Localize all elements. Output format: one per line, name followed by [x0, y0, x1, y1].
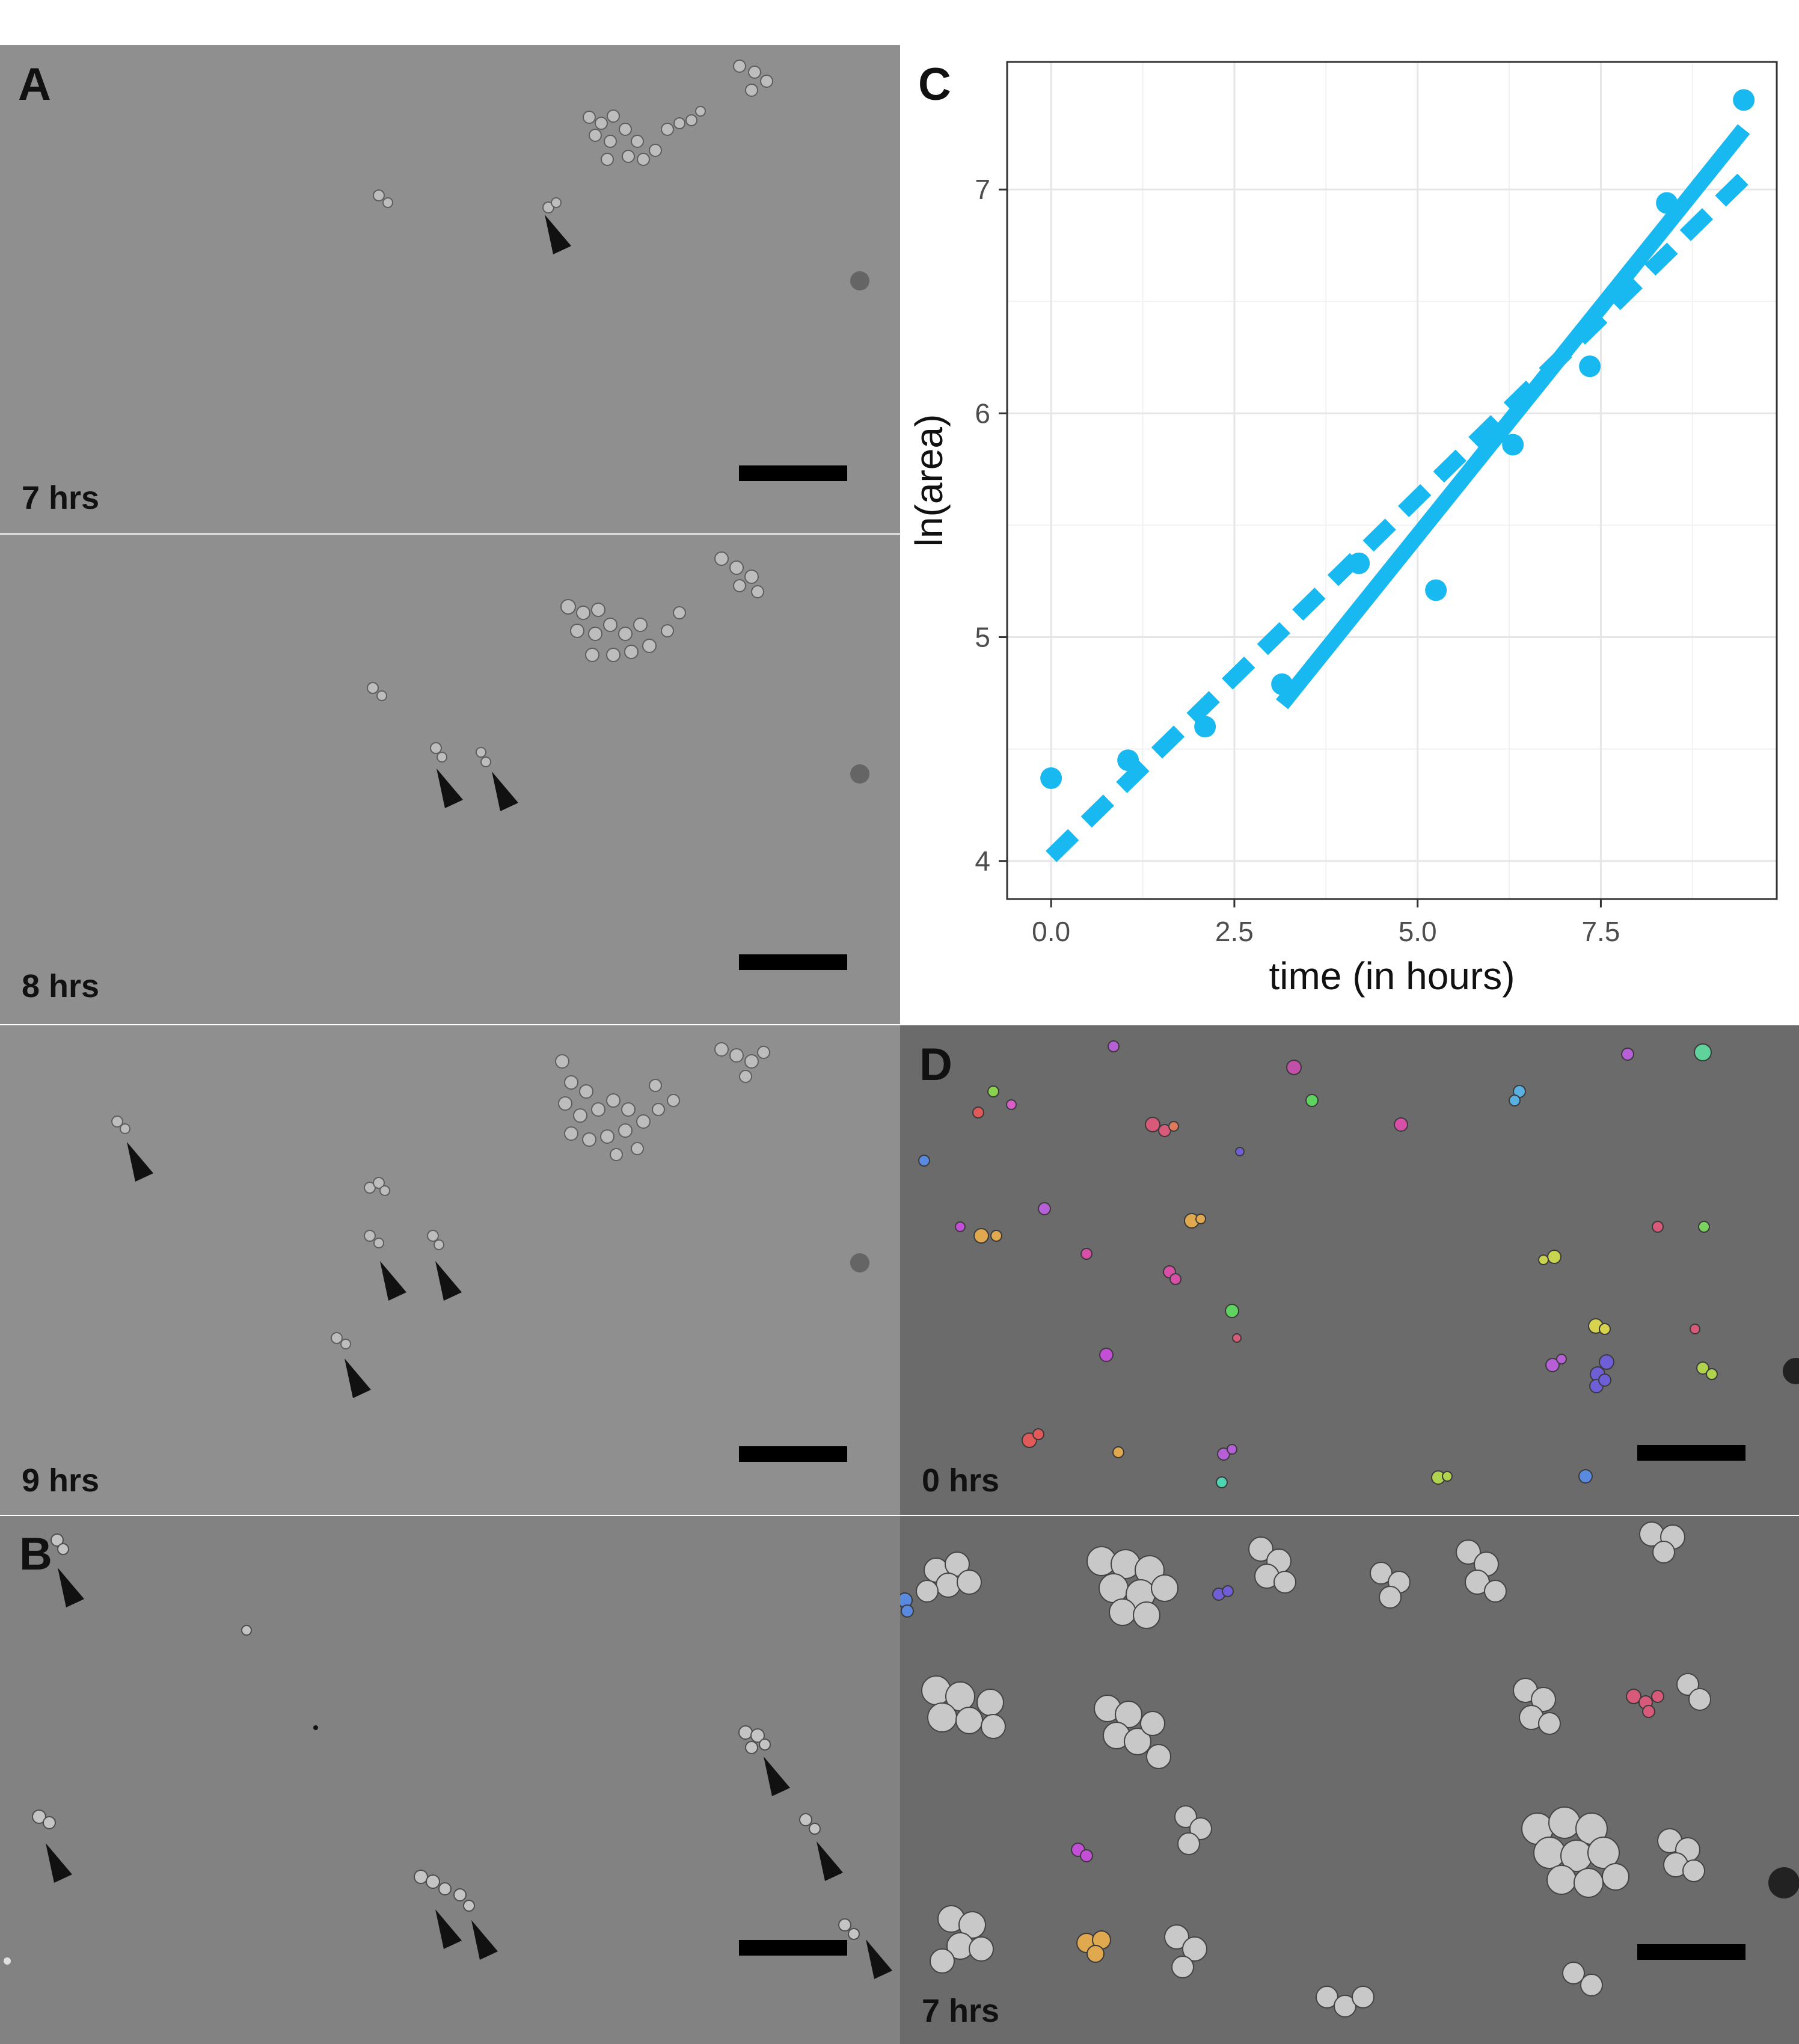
panel-label-c: C [918, 59, 951, 110]
panel-d-frame-1: D 0 hrs [900, 1025, 1799, 1515]
scale-bar [739, 954, 847, 970]
y-tick-label: 5 [975, 622, 990, 653]
arrowhead-icon [345, 1358, 371, 1398]
cell-cluster [111, 1042, 770, 1349]
data-points [1040, 89, 1755, 790]
data-point [1117, 749, 1139, 772]
scale-bar [1637, 1944, 1745, 1960]
time-label: 7 hrs [22, 480, 100, 516]
arrowhead-icon [435, 1909, 462, 1949]
arrowhead-icon [471, 1920, 498, 1960]
data-point [1194, 716, 1216, 738]
growth-chart: 0.0 2.5 5.0 7.5 4 5 6 7 time (in hours) ln(area… [907, 61, 1778, 998]
panel-c: 0.0 2.5 5.0 7.5 4 5 6 7 time (in hours) ln(area… [900, 45, 1799, 1025]
plot-frame [1006, 61, 1778, 900]
panel-d-frame-2: 7 hrs [900, 1516, 1799, 2044]
panel-label-a: A [18, 59, 51, 110]
fit-lines [1046, 124, 1750, 862]
x-tick-label: 7.5 [1581, 916, 1620, 947]
micrograph-a1 [0, 45, 900, 533]
x-axis-label: time (in hours) [1269, 954, 1515, 998]
arrowhead-icon [46, 1843, 72, 1883]
arrowhead-icon [58, 1568, 84, 1607]
panel-label-b: B [19, 1529, 52, 1580]
segmented-cells [900, 1585, 1664, 1963]
arrowhead-icon [435, 1261, 462, 1301]
y-axis-label: ln(area) [907, 414, 951, 547]
scale-bar [739, 1446, 847, 1462]
arrowhead-icon [380, 1261, 406, 1301]
scale-bar [1637, 1445, 1745, 1461]
data-point [1502, 434, 1524, 456]
scale-bar [739, 465, 847, 481]
chart-grid [1007, 62, 1777, 899]
panel-a-frame-2: 8 hrs [0, 535, 900, 1024]
data-point [1579, 355, 1601, 378]
data-point [1271, 673, 1293, 695]
panel-b: B [0, 1516, 900, 2044]
x-tick-label: 2.5 [1215, 916, 1254, 947]
y-tick-label: 6 [975, 397, 990, 429]
arrowhead-icon [492, 772, 518, 811]
time-label: 9 hrs [22, 1462, 100, 1499]
cell-colony [916, 1521, 1711, 2018]
x-tick-label: 0.0 [1032, 916, 1070, 947]
cell-cluster [373, 60, 773, 213]
micrograph-d1 [900, 1025, 1799, 1515]
time-label: 7 hrs [922, 1993, 1000, 2029]
y-tick-label: 4 [975, 846, 990, 877]
segmented-cells [918, 1040, 1718, 1488]
cell-cluster [367, 551, 764, 767]
micrograph-b [0, 1516, 900, 2044]
data-point [1348, 552, 1370, 574]
data-point [1733, 89, 1755, 111]
panel-label-d: D [919, 1039, 952, 1090]
scale-bar [739, 1940, 847, 1956]
arrowhead-icon [545, 215, 571, 254]
fit-line-solid [1276, 124, 1750, 710]
arrowhead-icon [437, 769, 463, 808]
micrograph-a3 [0, 1025, 900, 1515]
panel-a-frame-3: 9 hrs [0, 1025, 900, 1515]
arrowhead-icon [817, 1841, 843, 1881]
time-label: 8 hrs [22, 968, 100, 1004]
data-point [1656, 192, 1678, 214]
arrowhead-icon [127, 1142, 153, 1182]
chart-axes: 0.0 2.5 5.0 7.5 4 5 6 7 [975, 174, 1620, 947]
x-tick-label: 5.0 [1399, 916, 1437, 947]
time-label: 0 hrs [922, 1462, 1000, 1499]
arrowhead-icon [866, 1939, 892, 1979]
panel-a-frame-1: A 7 hrs [0, 45, 900, 533]
y-tick-label: 7 [975, 174, 990, 205]
micrograph-d2 [900, 1516, 1799, 2044]
data-point [1040, 767, 1062, 790]
data-point [1425, 579, 1447, 601]
micrograph-a2 [0, 535, 900, 1024]
arrowhead-icon [764, 1757, 790, 1796]
cell-cluster [32, 1533, 860, 1940]
fit-line-dashed [1046, 173, 1750, 862]
